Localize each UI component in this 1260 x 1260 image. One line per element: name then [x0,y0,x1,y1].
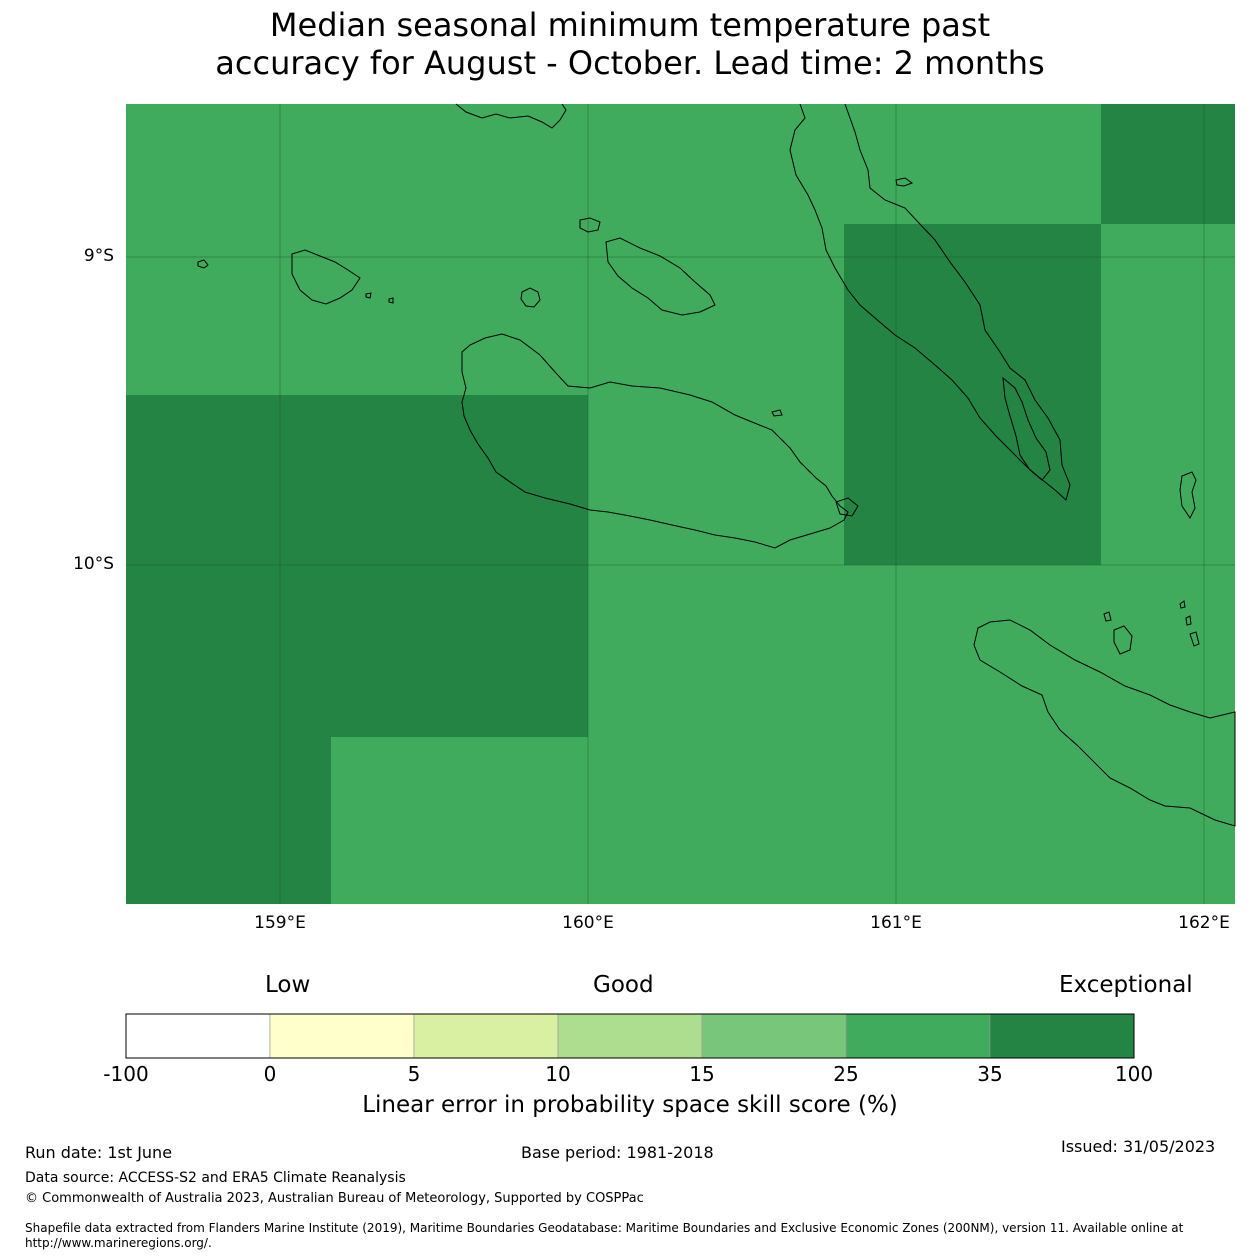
colorbar-frame [125,1013,1135,1059]
shapefile-credit-line-2: http://www.marineregions.org/. [25,1236,212,1250]
base-period: Base period: 1981-2018 [521,1143,714,1162]
colorbar-tick-25: 25 [833,1062,859,1086]
colorbar-tick-15: 15 [689,1062,715,1086]
colorbar-tick-100: 100 [1114,1062,1154,1086]
coastline-makira [973,619,1236,827]
colorbar-segment-4 [701,1013,847,1059]
coastline-islet-w2 [365,292,372,299]
coastline-islet-north [579,217,601,233]
lon-label-162e: 162°E [1178,913,1230,933]
colorbar-tick-5: 5 [407,1062,421,1086]
colorbar [125,1013,1135,1059]
coastline-islet-center [771,409,783,417]
lat-label-9s: 9°S [83,246,114,266]
gridlines [126,104,1235,904]
colorbar-segment-1 [269,1013,415,1059]
coastline-islet-e4 [1189,631,1200,647]
coastline-islet-sw-point [835,497,859,517]
exceptional-cells [126,104,1235,904]
colorbar-tick-10: 10 [545,1062,571,1086]
coastline-guadalcanal [461,333,849,549]
colorbar-segment-0 [125,1013,271,1059]
lon-label-160e: 160°E [562,913,614,933]
coastline-islet-top [455,103,567,129]
colorbar-tick-35: 35 [977,1062,1003,1086]
cell-exceptional-left-lower [126,737,331,904]
data-source: Data source: ACCESS-S2 and ERA5 Climate … [25,1170,406,1186]
skill-score-map [126,103,1236,904]
colorbar-segment-6 [989,1013,1135,1059]
coastline-ulawa [1179,471,1197,519]
copyright: © Commonwealth of Australia 2023, Austra… [25,1191,644,1206]
coastline-islet-w3 [388,297,394,304]
coastline-islet-ne [895,177,914,187]
cell-exceptional-top-right [1101,104,1235,224]
coastline-islet-makira-north [1113,625,1133,655]
title-line-1: Median seasonal minimum temperature past [269,6,991,44]
coastline-florida-islands [605,237,716,316]
colorbar-category-good: Good [593,972,654,998]
coastline-savo [520,287,541,308]
colorbar-category-low: Low [265,972,311,998]
colorbar-segment-3 [557,1013,703,1059]
coastline-islet-e3 [1185,615,1192,626]
coastline-islet-e2 [1179,600,1186,609]
coastline-malaita [789,103,1071,501]
chart-title: Median seasonal minimum temperature past… [0,6,1260,82]
issued-date: Issued: 31/05/2023 [1061,1137,1216,1156]
lon-label-161e: 161°E [870,913,922,933]
lon-label-159e: 159°E [254,913,306,933]
coastlines [197,103,1236,827]
coastline-islet-e1 [1103,611,1112,622]
colorbar-category-exceptional: Exceptional [1059,972,1193,998]
shapefile-credit-line-1: Shapefile data extracted from Flanders M… [25,1221,1184,1235]
colorbar-segment-2 [413,1013,559,1059]
run-date: Run date: 1st June [25,1143,173,1162]
title-line-2: accuracy for August - October. Lead time… [215,44,1045,82]
cell-exceptional-center-right [844,224,1101,565]
lat-label-10s: 10°S [73,554,114,574]
colorbar-label: Linear error in probability space skill … [362,1092,898,1118]
colorbar-segment-5 [845,1013,991,1059]
colorbar-tick-neg100: -100 [103,1062,149,1086]
coastline-russell-islands [291,249,361,305]
colorbar-tick-0: 0 [263,1062,277,1086]
coastline-small-malaita [1002,376,1051,481]
coastline-islet-west [197,259,209,269]
cell-exceptional-left-upper [126,395,588,737]
colorbar-segments [125,1013,1135,1059]
